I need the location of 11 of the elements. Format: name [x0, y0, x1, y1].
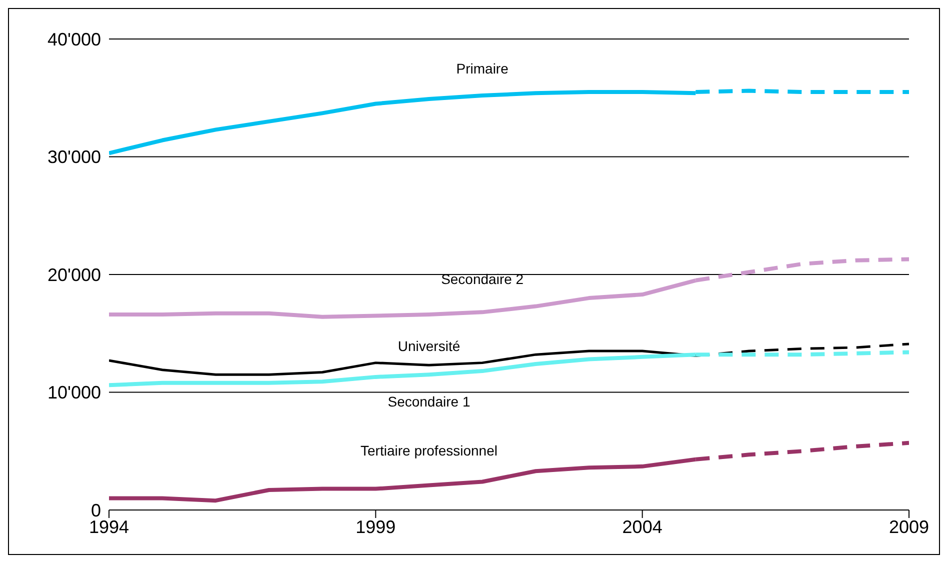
y-tick-label: 20'000 [48, 264, 101, 285]
series-label: Secondaire 1 [388, 394, 470, 410]
series-label: Université [398, 338, 460, 354]
x-tick-label: 2004 [622, 516, 662, 537]
y-tick-label: 10'000 [48, 382, 101, 403]
series-label: Primaire [456, 60, 509, 77]
x-tick-label: 1999 [356, 516, 396, 537]
y-tick-label: 30'000 [48, 147, 101, 168]
y-tick-label: 40'000 [48, 29, 101, 50]
x-tick-label: 2009 [888, 516, 930, 537]
series-label: Tertiaire professionnel [360, 442, 498, 458]
